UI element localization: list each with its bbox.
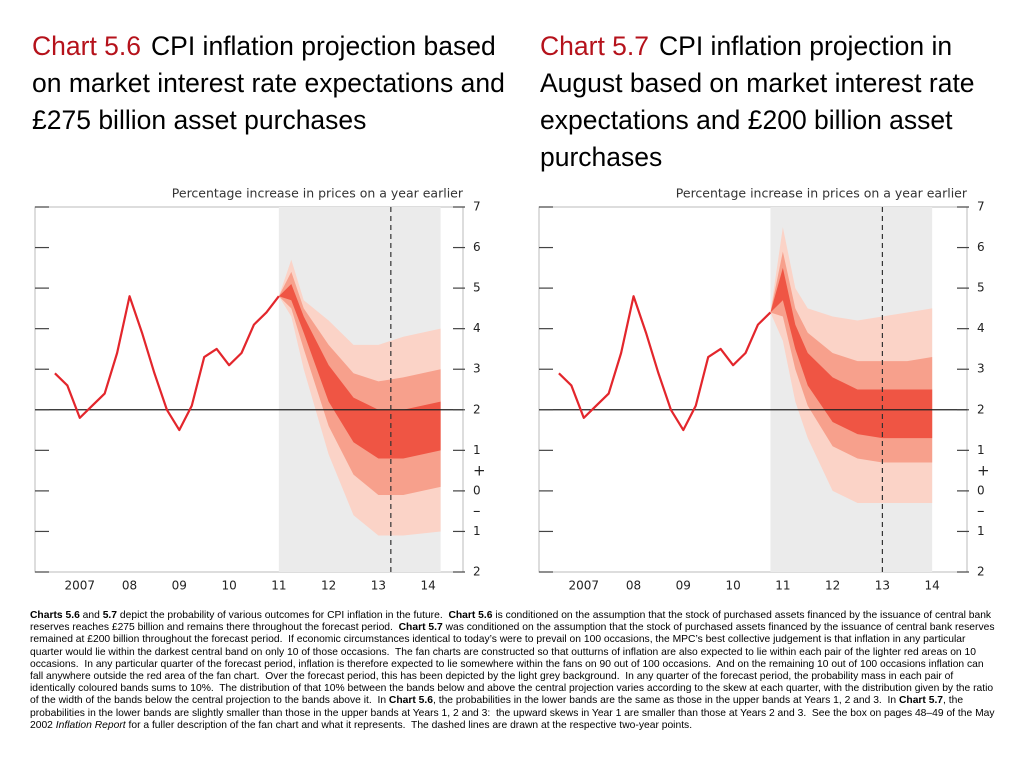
y-tick-label: 1 (977, 524, 985, 538)
plot-frame (538, 206, 968, 573)
x-tick-label: 10 (725, 579, 740, 593)
title-text: CPI inflation projection based on market… (32, 31, 505, 135)
x-tick-label: 14 (925, 579, 940, 593)
chart-label: Chart 5.6 (32, 31, 142, 61)
y-tick-label: 1 (473, 443, 481, 457)
y-tick-label: 5 (473, 281, 481, 295)
footnote-text: and (79, 610, 103, 621)
y-tick-label: 0 (473, 483, 481, 497)
fan-band (278, 284, 441, 459)
x-tick-label: 08 (626, 579, 641, 593)
y-tick-label: 2 (473, 402, 481, 416)
charts: Percentage increase in prices on a year … (34, 186, 990, 593)
footnote-text: Chart 5.6 (448, 610, 493, 621)
title-text: CPI inflation projection in August based… (540, 31, 975, 172)
sign-label: + (473, 461, 486, 479)
y-tick-label: 2 (977, 402, 985, 416)
y-tick-label: 3 (473, 362, 481, 376)
y-tick-label: 7 (473, 200, 481, 214)
sign-label: – (473, 501, 481, 519)
x-tick-label: 09 (676, 579, 691, 593)
y-tick-label: 2 (977, 565, 985, 579)
inflation-line (558, 295, 772, 432)
footnote: Charts 5.6 and 5.7 depict the probabilit… (30, 610, 998, 732)
footnote-text: , the probabilities in the lower bands a… (30, 695, 998, 731)
footnote-text: 5.7 (102, 610, 118, 621)
x-tick-label: 2007 (569, 579, 600, 593)
footnote-text: for a fuller description of the fan char… (125, 719, 693, 731)
y-tick-label: 1 (977, 443, 985, 457)
subtitle: Percentage increase in prices on a year … (676, 186, 968, 201)
footnote-text: Chart 5.7 (898, 695, 944, 707)
x-tick-label: 10 (221, 579, 236, 593)
y-tick-label: 7 (977, 200, 985, 214)
y-tick-label: 5 (977, 281, 985, 295)
footnote-text: Charts 5.6 (30, 610, 80, 621)
x-tick-label: 12 (825, 579, 840, 593)
y-tick-label: 6 (977, 240, 985, 254)
x-tick-label: 14 (421, 579, 436, 593)
y-tick-label: 2 (473, 565, 481, 579)
y-tick-label: 4 (473, 321, 481, 335)
y-tick-label: 0 (977, 483, 985, 497)
x-tick-label: 13 (875, 579, 890, 593)
footnote-text: , the probabilities in the lower bands a… (433, 695, 899, 707)
x-tick-label: 12 (321, 579, 336, 593)
y-tick-label: 6 (473, 240, 481, 254)
fan-band (770, 267, 933, 439)
x-tick-label: 2007 (65, 579, 96, 593)
y-tick-label: 4 (977, 321, 985, 335)
x-tick-label: 11 (775, 579, 790, 593)
footnote-text: was conditioned on the assumption that t… (30, 622, 998, 707)
footnote-text: depict the probability of various outcom… (117, 610, 449, 621)
y-tick-label: 1 (473, 524, 481, 538)
x-tick-label: 13 (371, 579, 386, 593)
y-tick-label: 3 (977, 362, 985, 376)
sign-label: + (977, 461, 990, 479)
x-tick-label: 11 (271, 579, 286, 593)
plot-frame (34, 206, 464, 573)
subtitle: Percentage increase in prices on a year … (172, 186, 464, 201)
x-tick-label: 09 (172, 579, 187, 593)
footnote-text: Chart 5.7 (398, 622, 443, 634)
footnote-text: is conditioned on the assumption that th… (30, 610, 994, 634)
footnote-text: Inflation Report (55, 719, 126, 731)
inflation-line (54, 295, 280, 432)
chart-label: Chart 5.7 (540, 31, 650, 61)
sign-label: – (977, 501, 985, 519)
x-tick-label: 08 (122, 579, 137, 593)
chart-title: Chart 5.6 CPI inflation projection based … (32, 28, 512, 139)
chart-title: Chart 5.7 CPI inflation projection in Aug… (540, 28, 1020, 176)
footnote-text: Chart 5.6 (388, 695, 433, 707)
